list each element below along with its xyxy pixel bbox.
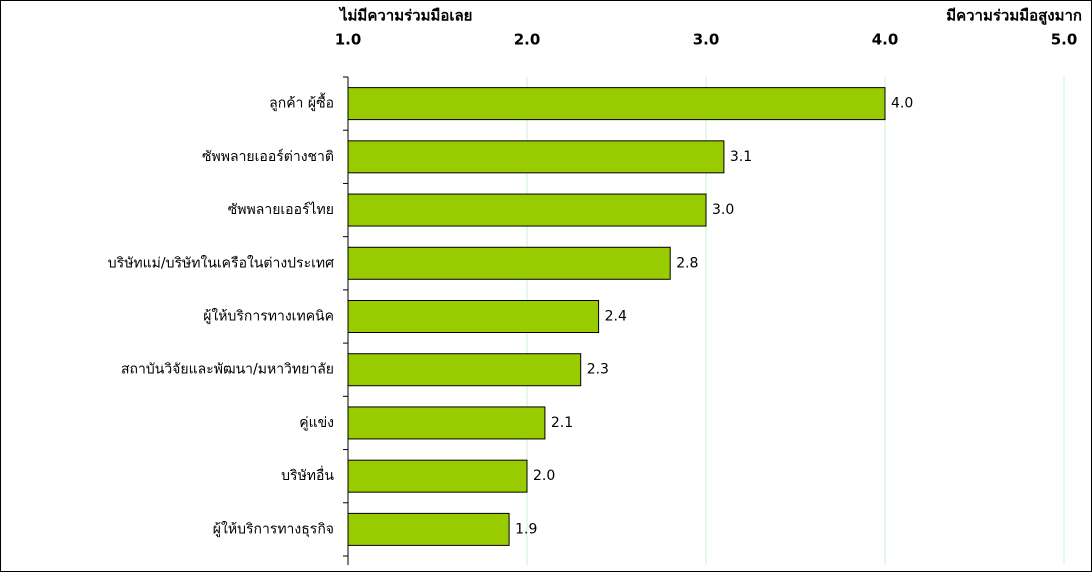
data-label: 1.9 <box>515 521 537 537</box>
y-tick-label: ผู้ให้บริการทางเทคนิค <box>203 308 334 325</box>
y-tick-label: ซัพพลายเออร์ไทย <box>228 201 334 218</box>
x-tick-label: 5.0 <box>1051 31 1078 49</box>
x-tick-label: 2.0 <box>514 31 541 49</box>
data-label: 3.1 <box>730 149 752 165</box>
data-label: 3.0 <box>712 202 734 218</box>
bar <box>347 459 528 493</box>
x-tick-label: 4.0 <box>872 31 899 49</box>
bar <box>347 193 707 227</box>
data-label: 2.1 <box>551 415 573 431</box>
data-label: 2.8 <box>676 255 698 271</box>
y-tick-label: ผู้ให้บริการทางธุรกิจ <box>213 520 334 537</box>
bar <box>347 140 725 174</box>
y-tick-label: คู่แข่ง <box>299 415 334 431</box>
axis-label-left: ไม่มีความร่วมมือเลย <box>338 6 472 25</box>
bar <box>347 353 582 387</box>
bar <box>347 87 886 121</box>
data-label: 4.0 <box>891 96 913 112</box>
y-tick-label: สถาบันวิจัยและพัฒนา/มหาวิทยาลัย <box>121 362 334 378</box>
x-tick-label: 1.0 <box>335 31 362 49</box>
axis-label-right: มีความร่วมมือสูงมาก <box>946 7 1082 26</box>
data-label: 2.3 <box>587 362 609 378</box>
y-tick-label: ซัพพลายเออร์ต่างชาติ <box>202 148 334 165</box>
bar <box>347 512 510 546</box>
y-tick-label: บริษัทแม่/บริษัทในเครือในต่างประเทศ <box>108 254 334 271</box>
data-label: 2.4 <box>605 309 627 325</box>
bar <box>347 406 546 440</box>
bar <box>347 300 600 333</box>
y-tick-label: บริษัทอื่น <box>281 466 334 484</box>
y-tick-label: ลูกค้า ผู้ซื้อ <box>269 93 334 112</box>
data-label: 2.0 <box>533 468 555 484</box>
x-tick-label: 3.0 <box>693 31 720 49</box>
bar <box>347 246 671 280</box>
